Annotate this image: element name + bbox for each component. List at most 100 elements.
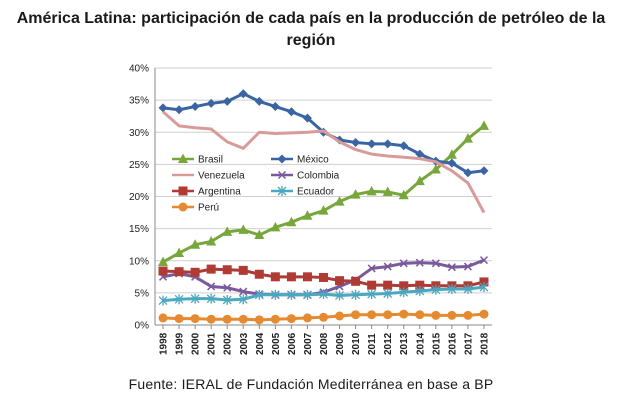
x-tick-label: 2006	[287, 332, 298, 355]
data-point-brasil	[414, 175, 425, 186]
data-point-argentina	[190, 267, 200, 277]
y-tick-label: 20%	[129, 192, 149, 203]
data-point-mexico	[302, 113, 312, 123]
x-tick-label: 2014	[415, 332, 426, 355]
data-point-argentina	[383, 280, 393, 290]
data-point-ecuador	[270, 289, 280, 300]
data-point-ecuador	[254, 289, 264, 300]
data-point-peru	[415, 310, 425, 320]
data-point-brasil	[190, 239, 201, 249]
x-tick-label: 2002	[223, 332, 234, 355]
x-tick-label: 2007	[303, 332, 314, 355]
data-point-ecuador	[319, 289, 328, 300]
data-point-peru	[431, 310, 441, 320]
data-point-colombia	[447, 263, 456, 272]
legend-label-peru: Perú	[198, 203, 219, 214]
data-point-ecuador	[431, 284, 441, 295]
y-tick-label: 0%	[135, 321, 150, 332]
data-point-mexico	[270, 102, 280, 112]
data-point-peru	[286, 314, 296, 324]
data-point-argentina	[158, 266, 168, 276]
data-point-mexico	[399, 141, 409, 151]
data-point-argentina	[319, 272, 328, 282]
data-point-colombia	[223, 283, 232, 292]
data-point-mexico	[254, 96, 264, 106]
data-point-ecuador	[206, 293, 216, 304]
data-point-ecuador	[367, 289, 377, 300]
data-point-brasil	[158, 256, 169, 267]
data-point-brasil	[286, 216, 297, 227]
x-tick-label: 2003	[239, 332, 250, 355]
data-point-mexico	[286, 107, 296, 117]
data-point-peru	[463, 310, 473, 320]
data-point-ecuador	[222, 294, 232, 305]
data-point-colombia	[239, 287, 248, 296]
data-point-brasil	[478, 120, 489, 130]
source-note: Fuente: IERAL de Fundación Mediterránea …	[128, 376, 494, 392]
y-tick-label: 15%	[129, 224, 149, 235]
data-point-peru	[302, 313, 312, 323]
data-point-mexico	[190, 102, 200, 112]
legend-marker-ecuador	[277, 186, 287, 196]
legend-marker-argentina	[178, 186, 188, 196]
data-point-peru	[222, 314, 232, 324]
data-point-peru	[206, 314, 216, 324]
data-point-argentina	[254, 269, 264, 279]
data-point-mexico	[174, 105, 184, 115]
data-point-peru	[383, 310, 393, 320]
data-point-mexico	[479, 166, 489, 176]
chart-title-line2: región	[286, 32, 336, 49]
data-point-peru	[174, 314, 184, 324]
chart-title: América Latina: participación de cada pa…	[0, 8, 622, 52]
data-point-ecuador	[479, 282, 489, 293]
chart-title-line1: América Latina: participación de cada pa…	[16, 10, 606, 27]
data-point-argentina	[222, 265, 232, 275]
data-point-brasil	[238, 224, 249, 234]
data-point-colombia	[431, 259, 440, 268]
data-point-brasil	[318, 205, 329, 215]
x-tick-label: 2010	[351, 332, 362, 355]
data-point-peru	[479, 309, 489, 319]
data-point-peru	[158, 313, 168, 323]
x-tick-label: 2011	[367, 333, 378, 355]
y-tick-label: 35%	[129, 96, 149, 107]
data-point-argentina	[415, 280, 425, 290]
data-point-peru	[447, 310, 457, 320]
legend-marker-mexico	[277, 154, 287, 164]
data-point-colombia	[367, 264, 376, 273]
x-tick-label: 2012	[383, 332, 394, 355]
data-point-ecuador	[335, 290, 345, 301]
legend-label-mexico: México	[297, 155, 329, 166]
data-point-peru	[335, 311, 345, 321]
data-point-mexico	[222, 96, 232, 106]
data-point-argentina	[479, 277, 489, 287]
y-tick-label: 10%	[129, 256, 149, 267]
data-point-brasil	[462, 133, 473, 143]
data-point-peru	[254, 315, 264, 325]
data-point-colombia	[479, 256, 489, 265]
legend-label-colombia: Colombia	[297, 171, 340, 182]
data-point-brasil	[446, 149, 457, 159]
data-point-mexico	[351, 138, 361, 148]
data-point-brasil	[430, 164, 441, 174]
data-point-brasil	[222, 226, 233, 236]
data-point-peru	[367, 310, 377, 320]
data-point-brasil	[350, 189, 361, 199]
data-point-mexico	[238, 89, 248, 99]
data-point-brasil	[302, 210, 313, 220]
y-tick-label: 5%	[135, 288, 150, 299]
data-point-colombia	[463, 262, 472, 271]
x-tick-label: 2004	[255, 332, 266, 355]
data-point-argentina	[335, 276, 345, 286]
data-point-mexico	[463, 168, 473, 178]
legend-label-argentina: Argentina	[198, 187, 241, 198]
data-point-ecuador	[399, 287, 409, 298]
x-tick-label: 2016	[447, 332, 458, 355]
x-tick-label: 2008	[319, 332, 330, 355]
data-point-ecuador	[447, 284, 457, 295]
data-point-ecuador	[190, 293, 200, 304]
x-tick-label: 2018	[479, 332, 490, 355]
x-tick-label: 2000	[191, 332, 202, 355]
data-point-peru	[319, 312, 328, 322]
